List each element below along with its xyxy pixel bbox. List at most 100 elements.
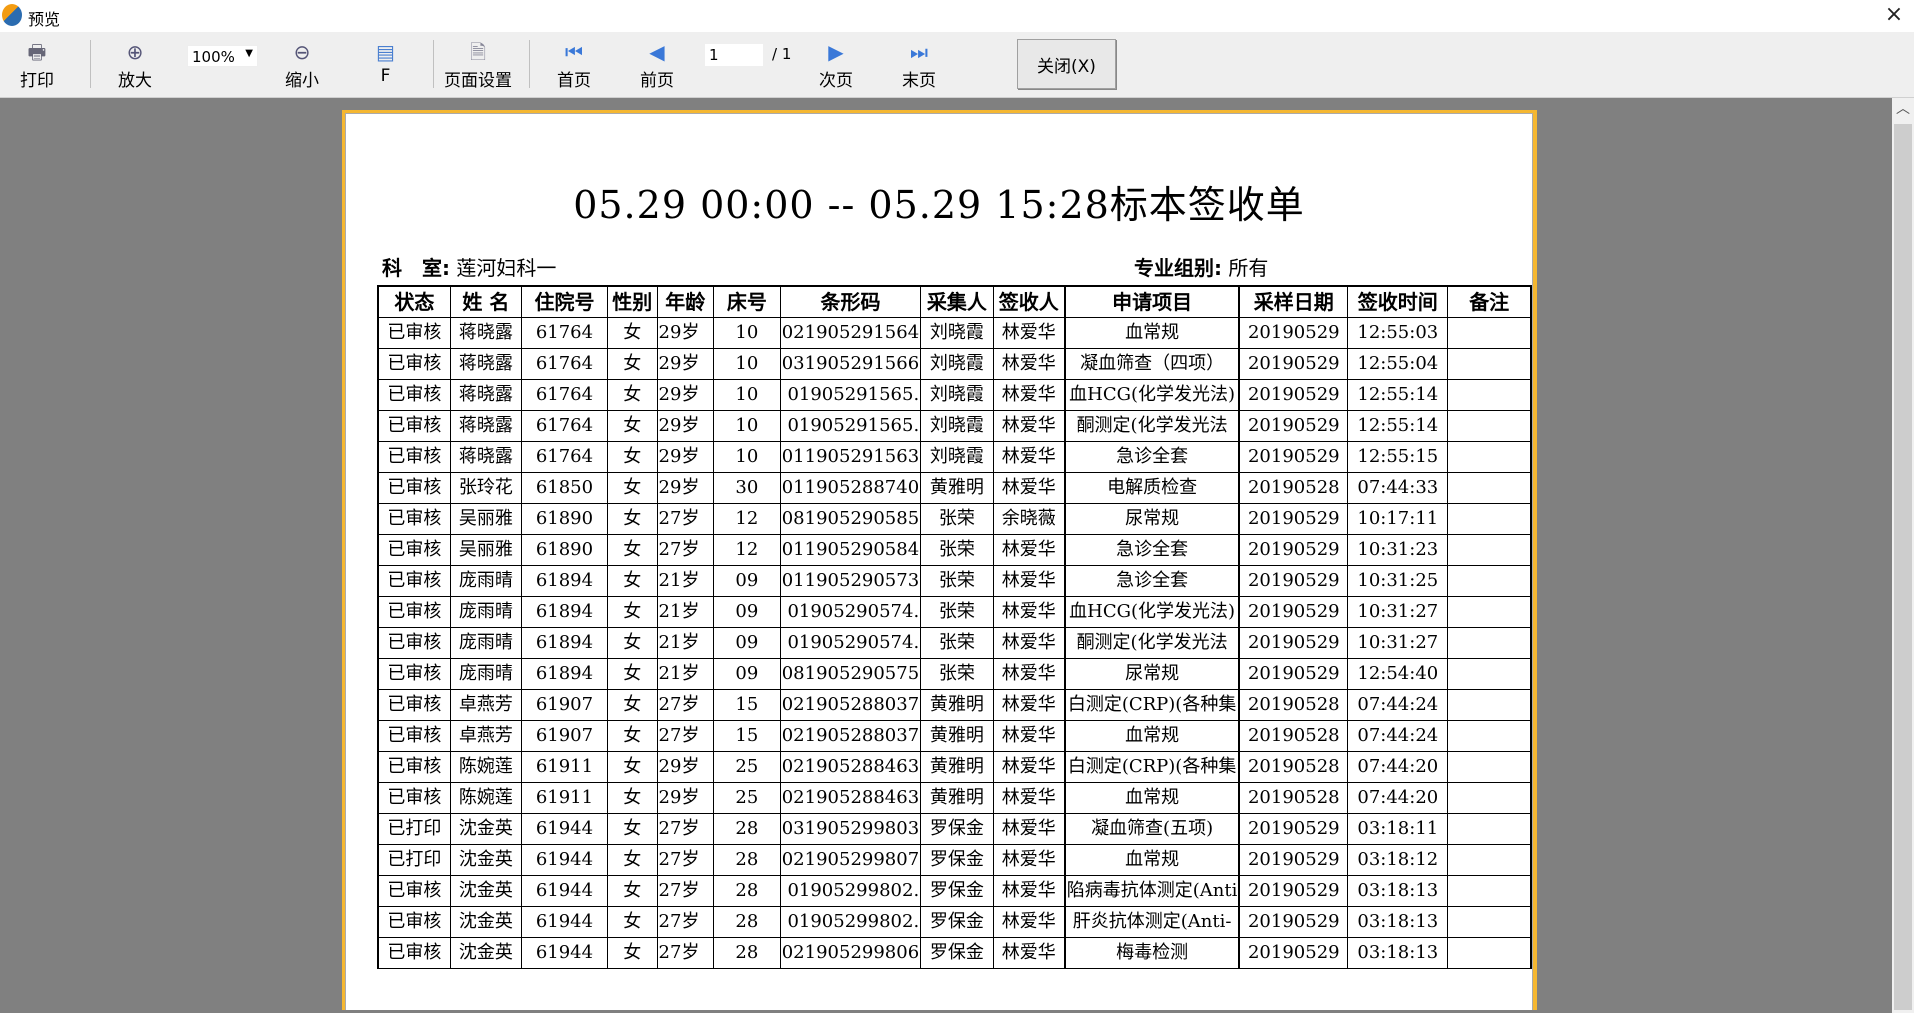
cell-name: 庞雨晴 xyxy=(449,595,523,628)
cell-collector: 黄雅明 xyxy=(920,781,994,814)
scroll-up-icon[interactable]: ︿ xyxy=(1896,101,1910,117)
cell-request-item: 血常规 xyxy=(1063,843,1241,876)
cell-status: 已审核 xyxy=(376,378,451,411)
cell-sample-date: 20190528 xyxy=(1238,688,1349,721)
cell-sample-date: 20190529 xyxy=(1238,843,1349,876)
cell-receive-time: 07:44:24 xyxy=(1347,688,1449,721)
zoom-level-select[interactable]: 100% ▼ xyxy=(187,45,258,67)
cell-status: 已审核 xyxy=(376,750,451,783)
zoom-out-label: 缩小 xyxy=(285,71,319,91)
cell-collector: 张荣 xyxy=(920,657,994,690)
cell-collector: 张荣 xyxy=(920,533,994,566)
close-button[interactable]: 关闭(X) xyxy=(1017,39,1116,89)
cell-receive-time: 03:18:11 xyxy=(1347,812,1449,845)
cell-remark xyxy=(1447,502,1533,535)
cell-receiver: 林爱华 xyxy=(992,409,1066,442)
table-row: 已审核 蒋晓露 61764 女 29岁 10 031905291566 刘晓霞 林爱华 凝血筛查（… xyxy=(376,347,1533,380)
window-close-icon[interactable]: × xyxy=(1884,2,1904,27)
last-page-icon: ⏭ xyxy=(910,40,928,64)
cell-request-item: 急诊全套 xyxy=(1063,533,1241,566)
first-page-button[interactable]: ⏮ 首页 xyxy=(557,40,591,91)
cell-sex: 女 xyxy=(606,409,658,442)
cell-status: 已审核 xyxy=(376,440,451,473)
cell-admission-no: 61890 xyxy=(521,533,608,566)
cell-receive-time: 12:54:40 xyxy=(1347,657,1449,690)
cell-remark xyxy=(1447,843,1533,876)
fit-label: F xyxy=(380,66,391,86)
page-content: 05.29 00:00 -- 05.29 15:28标本签收单 科 室: 莲河妇… xyxy=(345,113,1533,1010)
cell-age: 27岁 xyxy=(656,502,714,535)
print-label: 打印 xyxy=(20,71,54,91)
cell-request-item: 肝炎抗体测定(Anti- xyxy=(1063,905,1241,938)
cell-receiver: 林爱华 xyxy=(992,657,1066,690)
prev-page-button[interactable]: ◀ 前页 xyxy=(640,40,674,91)
cell-admission-no: 61894 xyxy=(521,595,608,628)
table-row: 已审核 卓燕芳 61907 女 27岁 15 021905288037 黄雅明 林爱华 血常规 20… xyxy=(376,719,1533,752)
cell-age: 29岁 xyxy=(656,471,714,504)
cell-bed: 10 xyxy=(712,409,781,442)
cell-remark xyxy=(1447,595,1533,628)
cell-status: 已审核 xyxy=(376,905,451,938)
cell-sample-date: 20190528 xyxy=(1238,719,1349,752)
cell-barcode: 021905288037 xyxy=(779,719,922,752)
cell-sample-date: 20190528 xyxy=(1238,750,1349,783)
cell-status: 已审核 xyxy=(376,316,451,349)
zoom-in-button[interactable]: ⊕ 放大 xyxy=(118,40,152,91)
next-page-button[interactable]: ▶ 次页 xyxy=(819,40,853,91)
cell-status: 已审核 xyxy=(376,719,451,752)
cell-remark xyxy=(1447,409,1533,442)
column-header-collector: 采集人 xyxy=(920,285,994,318)
last-page-button[interactable]: ⏭ 末页 xyxy=(902,40,936,91)
cell-name: 沈金英 xyxy=(449,936,523,969)
cell-request-item: 陷病毒抗体测定(Anti xyxy=(1063,874,1241,907)
cell-age: 29岁 xyxy=(656,409,714,442)
scroll-thumb[interactable] xyxy=(1894,124,1912,1010)
cell-sex: 女 xyxy=(606,936,658,969)
cell-sex: 女 xyxy=(606,843,658,876)
cell-age: 21岁 xyxy=(656,657,714,690)
page-setup-label: 页面设置 xyxy=(444,71,512,91)
cell-receiver: 林爱华 xyxy=(992,440,1066,473)
page-setup-button[interactable]: 🗎 页面设置 xyxy=(444,40,512,91)
column-header-sample-date: 采样日期 xyxy=(1238,285,1349,318)
cell-bed: 28 xyxy=(712,843,781,876)
cell-name: 陈婉莲 xyxy=(449,781,523,814)
cell-sample-date: 20190529 xyxy=(1238,936,1349,969)
cell-status: 已审核 xyxy=(376,471,451,504)
cell-sample-date: 20190529 xyxy=(1238,316,1349,349)
cell-age: 21岁 xyxy=(656,595,714,628)
cell-receive-time: 12:55:03 xyxy=(1347,316,1449,349)
cell-remark xyxy=(1447,533,1533,566)
cell-status: 已打印 xyxy=(376,812,451,845)
cell-remark xyxy=(1447,347,1533,380)
department-info: 科 室: 莲河妇科一 xyxy=(382,252,556,281)
cell-status: 已审核 xyxy=(376,502,451,535)
vertical-scrollbar[interactable]: ︿ xyxy=(1892,98,1914,1013)
cell-remark xyxy=(1447,781,1533,814)
cell-collector: 罗保金 xyxy=(920,936,994,969)
table-row: 已审核 蒋晓露 61764 女 29岁 10.01905291565 刘晓霞 林爱华 血HCG(… xyxy=(376,378,1533,411)
cell-sample-date: 20190529 xyxy=(1238,502,1349,535)
cell-admission-no: 61764 xyxy=(521,316,608,349)
zoom-out-button[interactable]: ⊖ 缩小 xyxy=(285,40,319,91)
table-row: 已审核 吴丽雅 61890 女 27岁 12 011905290584 张荣 林爱华 急诊全套 20… xyxy=(376,533,1533,566)
cell-barcode: 021905288463 xyxy=(779,750,922,783)
cell-sample-date: 20190529 xyxy=(1238,812,1349,845)
cell-age: 27岁 xyxy=(656,812,714,845)
table-row: 已打印 沈金英 61944 女 27岁 28 031905299803 罗保金 林爱华 凝血筛查(… xyxy=(376,812,1533,845)
table-row: 已审核 蒋晓露 61764 女 29岁 10 011905291563 刘晓霞 林爱华 急诊全套 2… xyxy=(376,440,1533,473)
cell-admission-no: 61944 xyxy=(521,812,608,845)
cell-receive-time: 10:31:23 xyxy=(1347,533,1449,566)
cell-status: 已审核 xyxy=(376,347,451,380)
cell-sex: 女 xyxy=(606,688,658,721)
cell-sex: 女 xyxy=(606,564,658,597)
cell-admission-no: 61944 xyxy=(521,936,608,969)
cell-barcode: 031905299803 xyxy=(779,812,922,845)
print-button[interactable]: 🖶 打印 xyxy=(20,40,54,91)
fit-button[interactable]: ▤ F xyxy=(376,40,395,86)
cell-bed: 25 xyxy=(712,781,781,814)
cell-barcode: 011905290584 xyxy=(779,533,922,566)
cell-sex: 女 xyxy=(606,781,658,814)
page-number-input[interactable] xyxy=(705,44,763,66)
cell-receiver: 林爱华 xyxy=(992,936,1066,969)
